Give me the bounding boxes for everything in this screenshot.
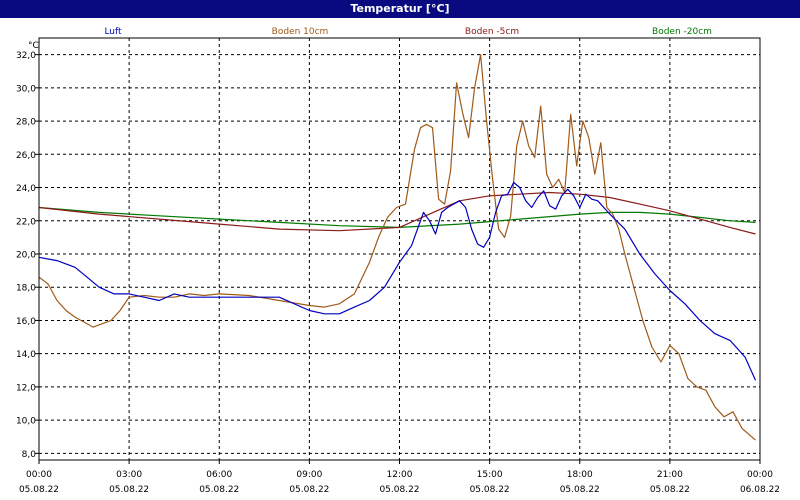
x-tick-time: 12:00	[387, 470, 413, 480]
y-tick-label: 14,0	[16, 350, 36, 360]
chart-background	[0, 18, 800, 500]
x-tick-date: 05.08.22	[109, 485, 149, 495]
x-tick-date: 05.08.22	[470, 485, 510, 495]
y-tick-label: 28,0	[16, 118, 36, 128]
x-tick-time: 21:00	[657, 470, 683, 480]
y-tick-label: 16,0	[16, 317, 36, 327]
y-tick-label: 20,0	[16, 250, 36, 260]
x-tick-time: 15:00	[477, 470, 503, 480]
series-line	[38, 206, 756, 228]
y-tick-label: 10,0	[16, 417, 36, 427]
series-line	[38, 53, 756, 441]
y-axis: 8,0 10,0 12,0 14,0 16,0 18,0 20,0 22,0 24,0 26,0 2…	[16, 41, 39, 460]
series-line	[38, 191, 756, 235]
x-axis: 00:00 05.08.22 03:00 05.08.22 06:00 05.08.22 0…	[19, 460, 780, 495]
y-tick-label: 26,0	[16, 151, 36, 161]
series-lines	[38, 53, 757, 441]
legend-entry: Boden 10cm	[272, 27, 329, 37]
y-tick-label: 8,0	[22, 450, 37, 460]
legend: Luft Boden 10cm Boden -5cm Boden -20cm	[104, 27, 712, 37]
legend-entry: Boden -5cm	[465, 27, 519, 37]
x-tick-time: 06:00	[206, 470, 232, 480]
y-tick-label: 30,0	[16, 84, 36, 94]
x-tick-date: 05.08.22	[289, 485, 329, 495]
y-axis-unit: °C	[28, 41, 39, 51]
y-tick-label: 12,0	[16, 383, 36, 393]
x-tick-time: 09:00	[296, 470, 322, 480]
x-tick-time: 18:00	[567, 470, 593, 480]
x-tick-time: 00:00	[747, 470, 773, 480]
x-tick-date: 05.08.22	[19, 485, 59, 495]
x-tick-date: 05.08.22	[560, 485, 600, 495]
chart-title: Temperatur [°C]	[0, 0, 800, 18]
x-tick-time: 03:00	[116, 470, 142, 480]
plot-frame	[38, 37, 761, 461]
legend-entry: Boden -20cm	[652, 27, 712, 37]
y-tick-label: 22,0	[16, 217, 36, 227]
y-tick-label: 18,0	[16, 284, 36, 294]
x-tick-date: 05.08.22	[379, 485, 419, 495]
x-tick-time: 00:00	[26, 470, 52, 480]
x-tick-date: 06.08.22	[740, 485, 780, 495]
y-tick-label: 32,0	[16, 51, 36, 61]
x-tick-date: 05.08.22	[199, 485, 239, 495]
x-tick-date: 05.08.22	[650, 485, 690, 495]
y-tick-label: 24,0	[16, 184, 36, 194]
legend-entry: Luft	[104, 27, 122, 37]
series-line	[38, 181, 757, 381]
